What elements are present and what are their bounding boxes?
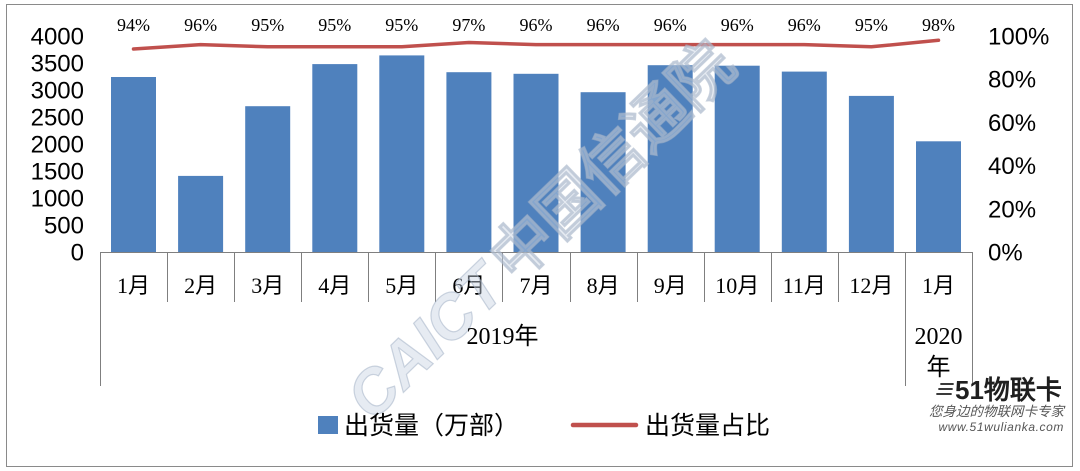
shipment-bar-13 <box>916 141 961 252</box>
category-label-12: 12月 <box>849 273 893 298</box>
category-label-4: 4月 <box>318 273 351 298</box>
logo-wordmark: 51物联卡 <box>955 375 1062 405</box>
share-data-label-4: 95% <box>318 15 351 35</box>
logo-slogan: 您身边的物联网卡专家 <box>929 404 1065 419</box>
category-label-8: 8月 <box>587 273 620 298</box>
left-axis-tick-9: 4000 <box>31 24 84 51</box>
left-axis-tick-1: 0 <box>71 240 84 267</box>
shipment-bar-4 <box>312 64 358 252</box>
category-label-2: 2月 <box>184 273 217 298</box>
share-data-label-6: 97% <box>452 15 485 35</box>
shipment-bar-3 <box>245 106 291 252</box>
logo-51wulianka: 51物联卡 您身边的物联网卡专家 www.51wulianka.com <box>929 375 1065 434</box>
right-axis-tick-5: 80% <box>988 67 1036 94</box>
shipment-bar-6 <box>446 72 492 252</box>
share-data-label-13: 98% <box>922 15 955 35</box>
shipment-bar-2 <box>178 175 224 252</box>
share-data-label-2: 96% <box>184 15 217 35</box>
right-axis-tick-6: 100% <box>988 24 1049 51</box>
legend-label-shipments: 出货量（万部） <box>344 412 519 440</box>
shipment-bars <box>111 55 961 253</box>
speed-lines-icon <box>936 383 954 395</box>
left-axis-tick-2: 500 <box>44 213 84 240</box>
right-axis-tick-3: 40% <box>988 153 1036 180</box>
shipment-bar-8 <box>580 92 626 252</box>
left-axis-tick-8: 3500 <box>31 51 84 78</box>
shipment-bar-5 <box>379 55 425 253</box>
shipment-bar-1 <box>111 77 156 252</box>
category-group-label-1: 2019年 <box>466 324 539 350</box>
share-data-label-9: 96% <box>654 15 687 35</box>
category-label-5: 5月 <box>385 273 418 298</box>
category-label-13: 1月 <box>922 273 955 298</box>
shipment-bar-10 <box>714 65 760 252</box>
category-label-11: 11月 <box>783 273 826 298</box>
logo-url: www.51wulianka.com <box>938 420 1064 434</box>
share-data-label-3: 95% <box>251 15 284 35</box>
share-data-label-10: 96% <box>721 15 754 35</box>
category-label-6: 6月 <box>452 273 485 298</box>
category-group-label-2: 2020年 <box>914 324 963 381</box>
category-label-3: 3月 <box>251 273 284 298</box>
right-axis-tick-1: 0% <box>988 240 1023 267</box>
shipment-bar-12 <box>848 95 894 253</box>
share-data-label-12: 95% <box>855 15 888 35</box>
legend: 出货量（万部） 出货量占比 <box>318 412 770 440</box>
left-axis-tick-7: 3000 <box>31 78 84 105</box>
share-data-label-11: 96% <box>788 15 821 35</box>
share-data-label-5: 95% <box>385 15 418 35</box>
right-axis-tick-2: 20% <box>988 196 1036 223</box>
shipment-bar-9 <box>647 65 693 252</box>
share-data-label-7: 96% <box>520 15 553 35</box>
right-axis-tick-4: 60% <box>988 110 1036 137</box>
category-label-10: 10月 <box>715 273 759 298</box>
shipment-bar-7 <box>513 73 559 252</box>
share-data-label-1: 94% <box>117 15 150 35</box>
shipment-bar-11 <box>781 71 827 252</box>
category-label-7: 7月 <box>519 273 552 298</box>
labels: 94% 96% 95% 95% 95% 97% 96% 96% 96% 96% 96% 95% 98% 1… <box>117 15 955 298</box>
legend-swatch-shipments <box>318 416 338 434</box>
left-axis-tick-5: 2000 <box>31 132 84 159</box>
share-line-layer <box>131 38 941 51</box>
legend-label-share: 出货量占比 <box>645 412 770 440</box>
left-axis-tick-6: 2500 <box>31 105 84 132</box>
share-line <box>131 38 941 51</box>
category-label-1: 1月 <box>117 273 150 298</box>
category-label-9: 9月 <box>654 273 687 298</box>
left-axis-tick-4: 1500 <box>31 159 84 186</box>
left-axis-tick-3: 1000 <box>31 186 84 213</box>
share-data-label-8: 96% <box>587 15 620 35</box>
